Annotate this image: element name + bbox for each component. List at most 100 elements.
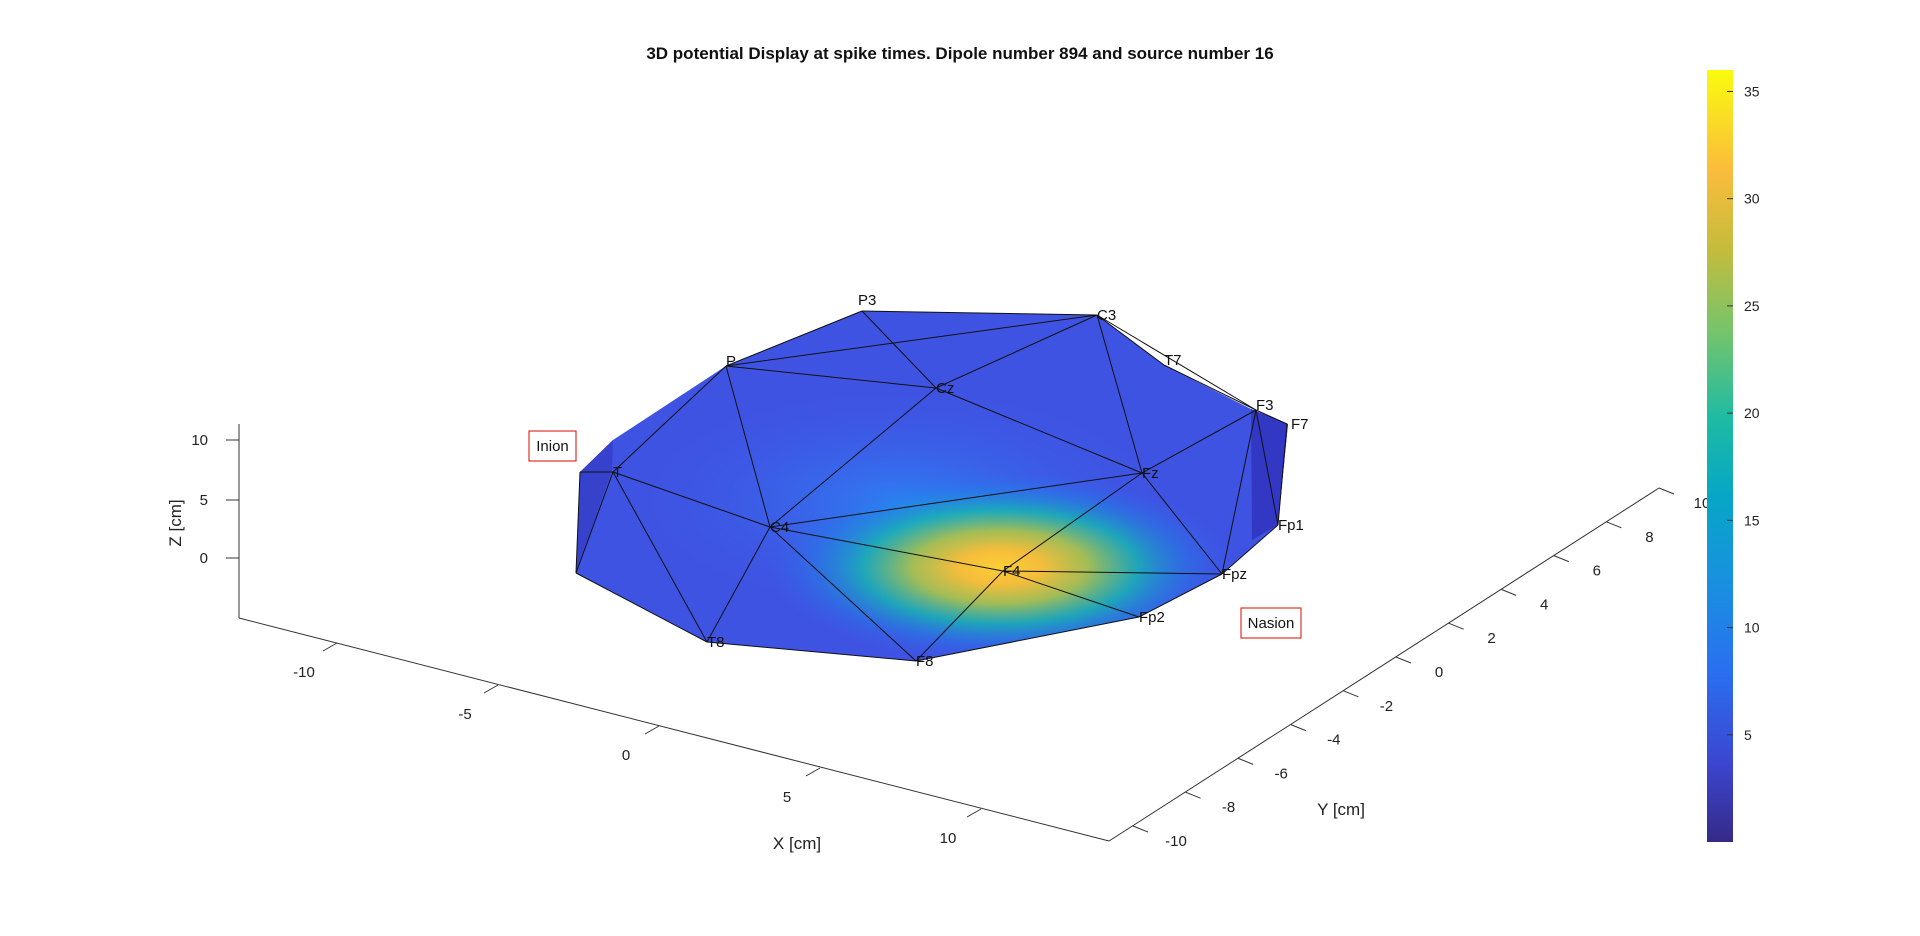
mesh-edge xyxy=(1002,570,1140,618)
electrode-label-p3: P3 xyxy=(858,292,876,309)
mesh-edge xyxy=(575,572,708,643)
landmark-inion: Inion xyxy=(528,430,577,462)
mesh-edge xyxy=(725,314,1098,367)
mesh-edge xyxy=(575,471,581,574)
colorbar-tick-label: 30 xyxy=(1744,191,1760,207)
head-surface-left-shade xyxy=(576,440,613,573)
mesh-edge xyxy=(769,387,937,528)
electrode-label-fpz: Fpz xyxy=(1222,566,1247,583)
y-tick-label: 4 xyxy=(1540,596,1548,613)
mesh-edge xyxy=(1138,573,1223,618)
mesh-edge xyxy=(861,310,1098,316)
mesh-edge xyxy=(1221,409,1257,575)
mesh-edge xyxy=(612,471,771,528)
y-tick-label: -8 xyxy=(1222,799,1235,816)
potential-hotspot xyxy=(770,472,1230,661)
mesh-edge xyxy=(769,526,917,662)
electrode-label-fz: Fz xyxy=(1142,465,1159,482)
electrode-label-t: T xyxy=(613,464,622,481)
mesh-edge xyxy=(706,526,771,643)
y-axis-title: Y [cm] xyxy=(1317,800,1365,819)
x-tick xyxy=(966,808,982,818)
x-tick-label: -5 xyxy=(458,706,471,723)
mesh-edge xyxy=(935,314,1098,389)
y-tick xyxy=(1185,791,1201,799)
y-tick xyxy=(1238,757,1254,765)
electrode-labels: P3 C3 T7 P Cz F3 F7 T Fz C4 Fp1 F4 Fpz Fp2 T8 F8 xyxy=(613,292,1309,670)
y-tick xyxy=(1606,521,1622,529)
x-tick xyxy=(644,725,660,735)
y-axis-line xyxy=(1108,487,1660,842)
y-tick-label: -4 xyxy=(1327,732,1340,749)
landmarks: Inion Nasion xyxy=(528,430,1302,639)
x-tick-label: 10 xyxy=(940,830,957,847)
x-tick xyxy=(483,684,499,694)
axes-3d xyxy=(226,424,1675,842)
mesh-edge xyxy=(1002,570,1223,575)
mesh-edge xyxy=(861,310,937,389)
y-tick xyxy=(1132,825,1149,833)
mesh-edge xyxy=(1096,314,1165,366)
y-tick-label: -6 xyxy=(1275,765,1288,782)
y-tick-label: 0 xyxy=(1435,664,1443,681)
electrode-label-f4: F4 xyxy=(1003,563,1021,580)
y-tick xyxy=(1343,690,1359,698)
axis-labels: 10 5 0 -10 -5 0 5 10 -10 -8 -6 -4 -2 0 2 4 6 8 10 X [cm] Y [… xyxy=(166,432,1710,853)
z-tick-label: 0 xyxy=(200,550,208,567)
landmark-label: Nasion xyxy=(1248,615,1295,632)
y-tick xyxy=(1658,487,1675,495)
mesh-edge xyxy=(575,471,614,574)
mesh-edge xyxy=(1141,409,1257,474)
electrode-label-cz: Cz xyxy=(936,380,954,397)
colorbar-ramp xyxy=(1707,70,1733,842)
mesh-edge xyxy=(935,387,1143,474)
colorbar-tick-label: 10 xyxy=(1744,620,1760,636)
electrode-label-t8: T8 xyxy=(707,634,725,651)
head-surface-edge-shade xyxy=(1251,409,1288,540)
y-tick-label: 6 xyxy=(1593,563,1601,580)
x-tick xyxy=(805,767,821,777)
mesh-edge xyxy=(1277,423,1288,526)
y-tick xyxy=(1553,555,1569,563)
electrode-label-t7: T7 xyxy=(1164,352,1182,369)
y-tick-label: -10 xyxy=(1165,833,1187,850)
colorbar-tick-label: 25 xyxy=(1744,298,1760,314)
mesh-edge xyxy=(1255,409,1279,526)
mesh-edge xyxy=(915,570,1004,662)
mesh-edge xyxy=(612,471,708,643)
colorbar-tick-label: 35 xyxy=(1744,83,1760,99)
electrode-label-f7: F7 xyxy=(1291,416,1309,433)
landmark-nasion: Nasion xyxy=(1240,607,1302,639)
y-tick xyxy=(1395,656,1412,664)
y-tick xyxy=(1448,622,1464,630)
mesh-edge xyxy=(769,472,1143,528)
x-tick-label: -10 xyxy=(293,664,315,681)
mesh-edge xyxy=(1002,472,1143,572)
electrode-label-f3: F3 xyxy=(1256,397,1274,414)
mesh-edge xyxy=(1255,409,1288,425)
landmark-label: Inion xyxy=(536,438,569,455)
x-axis-title: X [cm] xyxy=(773,834,821,853)
mesh-edge xyxy=(706,641,917,662)
mesh-edge xyxy=(612,365,727,473)
mesh-edge xyxy=(1141,472,1223,575)
mesh-edges xyxy=(575,310,1288,662)
colorbar-ticks: 35 30 25 20 15 10 5 xyxy=(1727,83,1760,743)
z-tick-label: 5 xyxy=(200,492,208,509)
y-tick-label: 2 xyxy=(1487,630,1495,647)
colorbar: 35 30 25 20 15 10 5 xyxy=(1707,70,1760,842)
electrode-label-fp1: Fp1 xyxy=(1278,517,1304,534)
electrode-label-c3: C3 xyxy=(1097,307,1116,324)
mesh-edge xyxy=(725,310,863,367)
mesh-edge xyxy=(1096,314,1257,411)
z-tick-label: 10 xyxy=(191,432,208,449)
mesh-edge xyxy=(915,616,1140,662)
mesh-edge xyxy=(769,526,1004,572)
mesh-edge xyxy=(1221,524,1279,575)
electrode-label-p: P xyxy=(726,353,736,370)
mesh-edge xyxy=(725,365,937,389)
colorbar-tick-label: 15 xyxy=(1744,512,1760,528)
mesh-edge xyxy=(725,365,771,528)
head-surface xyxy=(576,311,1288,661)
